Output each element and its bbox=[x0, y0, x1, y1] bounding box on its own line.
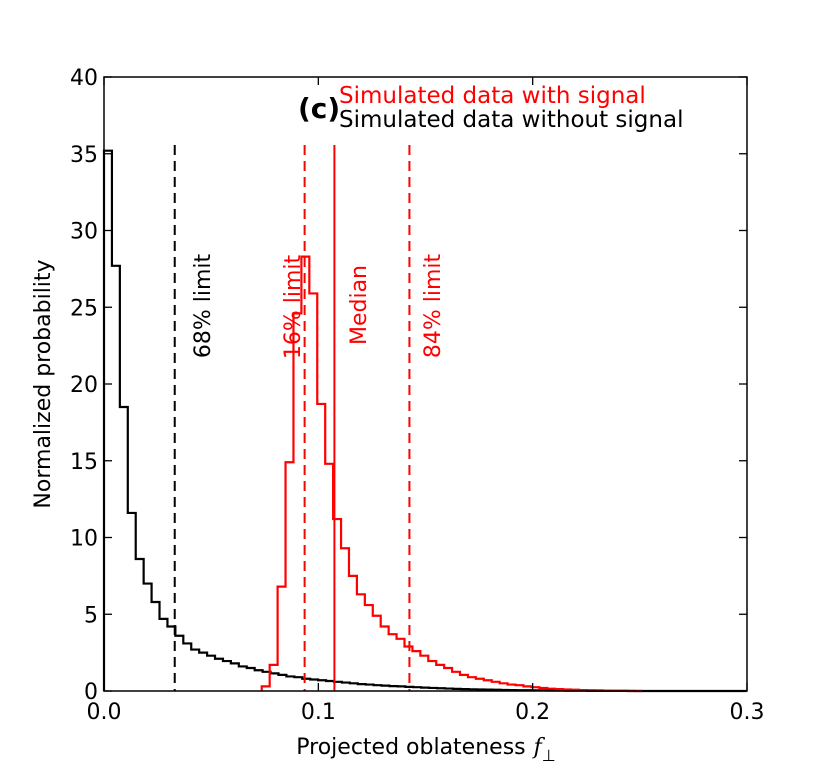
x-tick-label: 0.3 bbox=[730, 700, 765, 725]
panel-label: (c) bbox=[298, 92, 340, 125]
legend-no-signal: Simulated data without signal bbox=[339, 107, 683, 133]
y-tick-label: 40 bbox=[70, 66, 98, 91]
y-tick-label: 10 bbox=[70, 527, 98, 552]
legend-signal: Simulated data with signal bbox=[339, 83, 646, 109]
y-tick-label: 0 bbox=[84, 680, 98, 705]
y-tick-label: 25 bbox=[70, 296, 98, 321]
label-84-limit: 84% limit bbox=[421, 253, 446, 358]
x-tick-label: 0.2 bbox=[515, 700, 550, 725]
x-axis-ticks: 0.0 0.1 0.2 0.3 bbox=[87, 77, 765, 725]
label-16-limit: 16% limit bbox=[281, 254, 306, 359]
x-tick-label: 0.0 bbox=[87, 700, 122, 725]
plot-frame bbox=[103, 76, 748, 692]
label-68-limit: 68% limit bbox=[191, 253, 216, 358]
y-axis-ticks: 0 5 10 15 20 25 30 35 40 bbox=[70, 66, 747, 705]
label-median: Median bbox=[347, 265, 372, 345]
histogram-signal-series bbox=[260, 255, 643, 693]
y-tick-label: 35 bbox=[70, 143, 98, 168]
x-tick-label: 0.1 bbox=[301, 700, 336, 725]
y-axis-title: Normalized probability bbox=[31, 259, 56, 508]
y-tick-label: 5 bbox=[84, 603, 98, 628]
y-tick-label: 20 bbox=[70, 373, 98, 398]
y-tick-label: 15 bbox=[70, 450, 98, 475]
x-axis-subscript: ⊥ bbox=[542, 746, 556, 765]
x-axis-title-text: Projected oblateness bbox=[296, 735, 525, 760]
y-tick-label: 30 bbox=[70, 220, 98, 245]
x-axis-title: Projected oblateness f⊥ bbox=[296, 735, 555, 765]
histogram-no-signal-series bbox=[102, 149, 747, 693]
